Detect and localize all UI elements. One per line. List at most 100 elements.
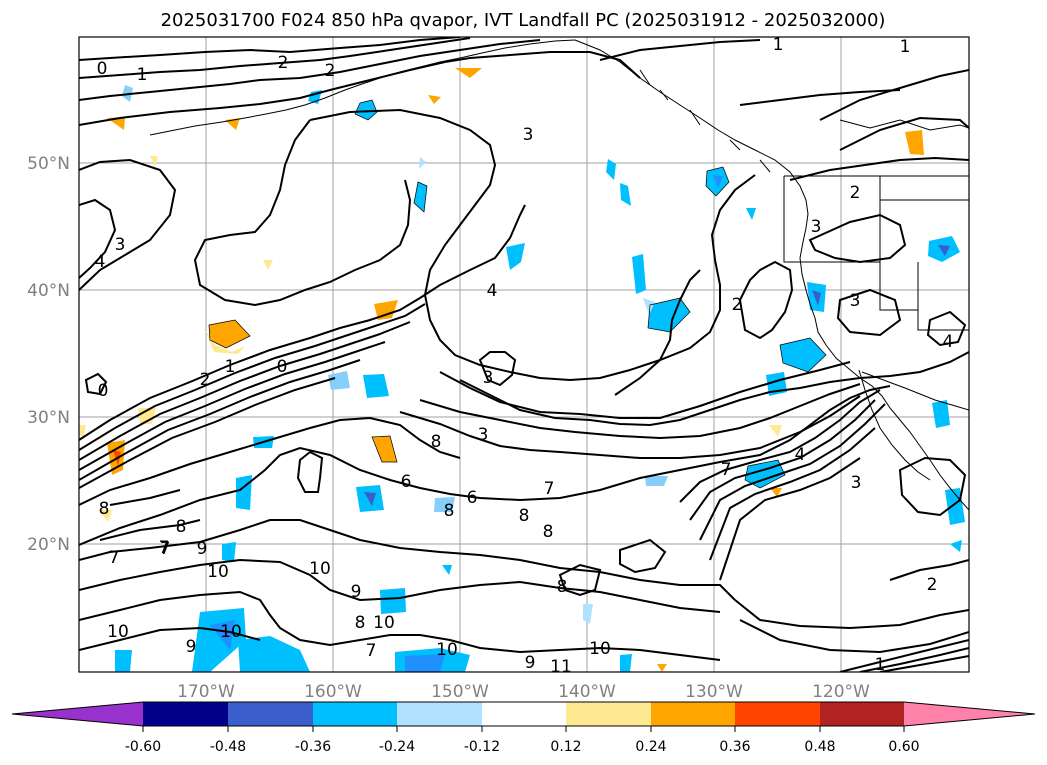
contour-label: 2	[850, 183, 861, 203]
contour	[79, 359, 361, 481]
colorbar-bin	[482, 702, 566, 726]
lon-label: 120°W	[812, 682, 870, 702]
neg-anomaly	[606, 159, 616, 180]
pos-anomaly	[770, 488, 782, 497]
contour	[109, 489, 181, 506]
latitude-labels: 50°N 40°N 30°N 20°N	[27, 154, 70, 555]
neg-anomaly	[746, 208, 756, 220]
contour	[459, 351, 969, 427]
contour	[444, 51, 641, 79]
contour-label: 3	[483, 368, 494, 388]
pos-anomaly	[657, 664, 667, 672]
longitude-labels: 170°W 160°W 150°W 140°W 130°W 120°W	[177, 682, 870, 702]
contour	[734, 599, 969, 630]
contour-label: 8	[99, 499, 110, 519]
neg-anomaly	[328, 371, 350, 390]
alaska-islands	[639, 69, 771, 173]
contour	[79, 37, 471, 79]
contour-label: 3	[811, 217, 822, 237]
colorbar-bin	[566, 702, 651, 726]
contour	[619, 538, 667, 574]
pos-anomaly	[428, 95, 441, 104]
us-mexico-border	[861, 371, 969, 411]
neg-anomaly	[780, 338, 826, 372]
contour-label: 9	[197, 539, 208, 559]
colorbar-tick-label: -0.12	[464, 739, 500, 755]
baja-california	[858, 369, 931, 481]
outline	[779, 337, 827, 373]
contour	[79, 158, 177, 291]
neg-anomaly	[583, 604, 593, 624]
contour-label: 8	[519, 506, 530, 526]
colorbar-tick-label: 0.48	[804, 739, 835, 755]
contour-label: 1	[137, 65, 148, 85]
colorbar-tick-label: -0.36	[295, 739, 331, 755]
contour-label: 8	[444, 501, 455, 521]
contour-label: 0	[98, 381, 109, 401]
contour	[558, 563, 602, 597]
neg-anomaly	[812, 290, 821, 306]
contour-label: 10	[107, 622, 129, 642]
lon-label: 130°W	[685, 682, 743, 702]
contour	[689, 399, 876, 521]
neg-anomaly	[238, 636, 310, 672]
lat-label: 40°N	[27, 281, 70, 301]
contour-label: 2	[325, 61, 336, 81]
contour-label: 10	[373, 613, 395, 633]
neg-anomaly	[648, 298, 690, 332]
contour-label: 7	[544, 479, 555, 499]
contour	[79, 303, 426, 451]
colorbar-ticks: -0.60 -0.48 -0.36 -0.24 -0.12 0.12 0.24 …	[125, 726, 920, 755]
pos-anomaly	[905, 130, 924, 155]
neg-anomaly	[620, 654, 632, 672]
map-content: 0 1 2 1 3 1 4 3 4 3 2 2 1 0 2 0 3 3 2 3	[79, 37, 969, 672]
contour-label: 10	[220, 622, 242, 642]
contour	[79, 377, 336, 489]
lon-label: 140°W	[558, 682, 616, 702]
colorbar-bin	[143, 702, 228, 726]
neg-anomaly	[222, 542, 236, 562]
colorbar-bin	[228, 702, 313, 726]
contour	[419, 204, 526, 299]
anomaly-outlines	[208, 99, 827, 489]
contour	[478, 351, 517, 387]
neg-anomaly	[932, 400, 950, 428]
neg-anomaly	[645, 476, 668, 486]
contour-label: 3	[115, 235, 126, 255]
contour	[808, 213, 907, 264]
contour-label: 1	[900, 37, 911, 57]
colorbar-extend-min	[12, 702, 143, 726]
contour-label: 3	[850, 291, 861, 311]
colorbar-tick-label: 0.36	[719, 739, 750, 755]
anomaly-shading	[79, 68, 965, 672]
contour-label: 10	[207, 562, 229, 582]
contour	[79, 297, 421, 441]
contour	[193, 119, 412, 307]
contour-label: 7	[160, 539, 171, 559]
contour	[699, 403, 886, 541]
contour-label: 8	[543, 522, 554, 542]
map-frame	[78, 36, 970, 673]
contour	[296, 450, 324, 493]
contour	[739, 89, 901, 106]
contour	[819, 69, 969, 121]
contour-label: 8	[557, 577, 568, 597]
contour	[79, 590, 721, 661]
outline	[208, 319, 251, 349]
contour	[79, 341, 386, 471]
colorbar-tick-label: -0.24	[379, 739, 415, 755]
pos-anomaly	[769, 425, 782, 437]
contour-label: 4	[487, 281, 498, 301]
neg-anomaly	[115, 650, 132, 672]
contour	[719, 457, 861, 581]
contour-label: 1	[225, 357, 236, 377]
outline	[744, 459, 786, 489]
neg-anomaly	[950, 540, 962, 552]
contour-label: 9	[186, 637, 197, 657]
contour-lines	[79, 37, 969, 672]
contour	[79, 321, 411, 461]
neg-anomaly	[632, 254, 646, 294]
neg-anomaly	[506, 243, 525, 270]
outline	[705, 166, 730, 197]
lon-label: 170°W	[177, 682, 235, 702]
